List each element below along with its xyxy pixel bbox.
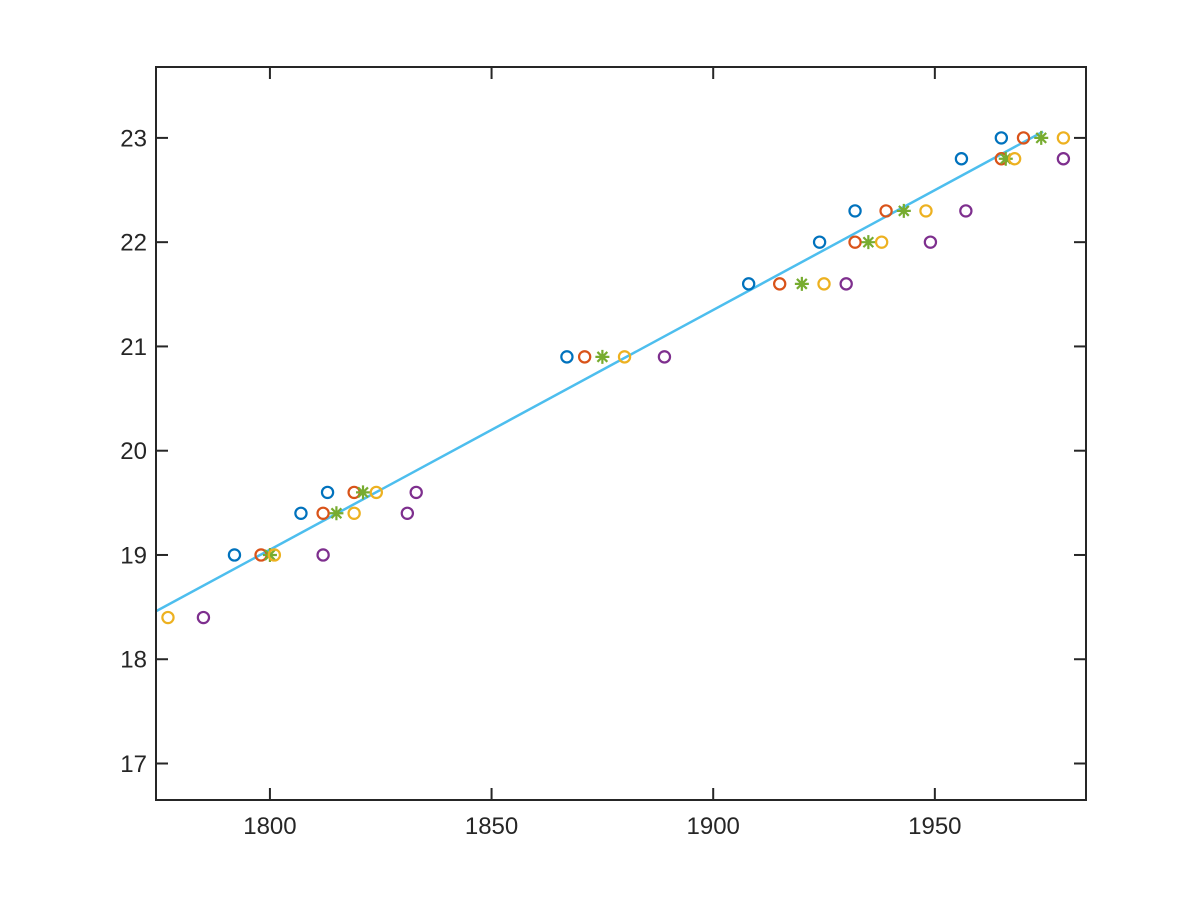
data-point-circle xyxy=(1056,152,1071,166)
data-point-circle xyxy=(954,152,969,166)
y-tick-label: 23 xyxy=(120,125,147,152)
data-point-circle xyxy=(657,350,672,364)
data-point-asterisk xyxy=(794,276,809,291)
x-tick-label: 1850 xyxy=(465,813,518,840)
x-tick-label: 1800 xyxy=(243,813,296,840)
data-point-circle xyxy=(400,506,415,520)
data-point-circle xyxy=(347,506,361,520)
x-tick-label: 1950 xyxy=(908,813,961,840)
data-point-circle xyxy=(923,235,938,249)
data-point-circle xyxy=(848,235,862,249)
data-point-circle xyxy=(919,204,933,218)
data-point-asterisk xyxy=(1034,130,1049,145)
data-point-circle xyxy=(196,610,211,625)
data-point-circle xyxy=(994,131,1009,145)
y-tick-label: 19 xyxy=(120,542,147,569)
data-point-circle xyxy=(577,350,592,364)
data-point-circle xyxy=(267,548,282,562)
data-point-circle xyxy=(959,204,973,218)
data-point-circle xyxy=(879,204,893,218)
data-point-circle xyxy=(1016,131,1031,145)
data-point-circle xyxy=(839,277,853,291)
y-tick-label: 18 xyxy=(120,647,147,674)
y-tick-label: 20 xyxy=(120,438,147,465)
data-point-circle xyxy=(812,235,827,249)
data-point-circle xyxy=(817,277,831,291)
data-point-circle xyxy=(772,277,787,291)
data-point-circle xyxy=(320,485,335,500)
data-point-circle xyxy=(161,610,175,625)
plot-frame xyxy=(155,66,1087,801)
trend-line xyxy=(155,130,1044,613)
data-point-circle xyxy=(848,204,862,218)
data-point-asterisk xyxy=(861,235,876,250)
data-point-asterisk xyxy=(329,506,344,521)
data-point-circle xyxy=(316,506,330,520)
data-point-circle xyxy=(874,235,889,249)
data-point-asterisk xyxy=(595,349,610,364)
y-tick-label: 21 xyxy=(120,334,147,361)
data-point-circle xyxy=(316,548,330,562)
data-point-circle xyxy=(409,485,423,500)
y-tick-label: 17 xyxy=(120,751,147,778)
data-point-circle xyxy=(617,350,632,364)
data-point-circle xyxy=(294,506,308,520)
data-point-asterisk xyxy=(896,203,911,218)
x-tick-label: 1900 xyxy=(687,813,740,840)
y-tick-label: 22 xyxy=(120,230,147,257)
data-point-asterisk xyxy=(356,485,371,500)
data-point-circle xyxy=(369,485,384,500)
data-point-circle xyxy=(560,350,574,364)
data-point-asterisk xyxy=(262,547,277,562)
data-point-circle xyxy=(1056,131,1071,145)
data-point-asterisk xyxy=(998,151,1013,166)
data-point-circle xyxy=(741,277,756,291)
data-point-circle xyxy=(227,548,242,562)
data-point-circle xyxy=(1007,152,1022,166)
